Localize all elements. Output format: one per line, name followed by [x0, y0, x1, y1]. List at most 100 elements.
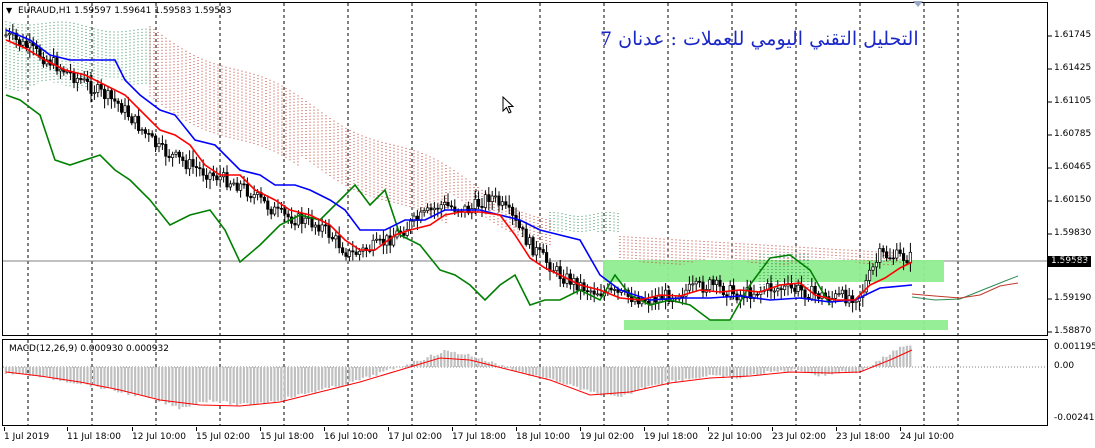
macd-histogram-bar — [113, 367, 116, 392]
candle-body — [511, 206, 515, 216]
candle-body — [303, 217, 307, 224]
macd-histogram-bar — [691, 367, 694, 379]
candle-body — [477, 198, 481, 207]
macd-histogram-bar — [868, 366, 871, 368]
demand-zone-lower — [624, 320, 948, 330]
time-axis-label: 16 Jul 10:00 — [324, 432, 378, 442]
candle-body — [453, 206, 457, 212]
macd-histogram-bar — [399, 367, 402, 368]
macd-histogram-bar — [266, 367, 269, 403]
macd-histogram-bar — [297, 367, 300, 395]
macd-histogram-bar — [49, 367, 52, 378]
candle-body — [718, 279, 722, 287]
candle-body — [344, 252, 348, 257]
candle-body — [392, 236, 396, 246]
candle-body — [208, 172, 212, 180]
candle-body — [75, 77, 79, 83]
time-axis-label: 24 Jul 10:00 — [900, 432, 954, 442]
candle-body — [596, 293, 600, 296]
macd-histogram-bar — [130, 367, 133, 394]
candle-body — [201, 168, 205, 176]
macd-histogram-bar — [746, 367, 749, 377]
macd-histogram-bar — [66, 367, 69, 383]
candle-body — [18, 39, 22, 46]
kijun-sen-line — [5, 29, 913, 303]
macd-histogram-bar — [603, 367, 606, 395]
candle-body — [429, 207, 433, 211]
macd-histogram-bar — [212, 367, 215, 402]
candle-body — [711, 279, 715, 285]
macd-histogram-bar — [385, 367, 388, 371]
macd-axis-label: 0.00 — [1054, 361, 1075, 371]
candle-body — [613, 289, 617, 291]
macd-histogram-bar — [729, 367, 732, 377]
macd-histogram-bar — [21, 367, 24, 374]
macd-histogram-bar — [15, 367, 18, 374]
macd-histogram-bar — [450, 352, 453, 367]
macd-histogram-bar — [820, 367, 823, 375]
macd-histogram-bar — [633, 367, 636, 392]
candle-body — [14, 32, 18, 41]
macd-histogram-bar — [586, 367, 589, 390]
macd-label: MACD(12,26,9) 0.000930 0.000932 — [9, 344, 169, 354]
macd-histogram-bar — [888, 354, 891, 367]
macd-histogram-bar — [814, 367, 817, 376]
macd-histogram-bar — [293, 367, 296, 397]
candle-body — [354, 251, 358, 255]
macd-histogram-bar — [157, 367, 160, 402]
candle-body — [320, 224, 324, 232]
candle-body — [589, 290, 593, 293]
candle-body — [211, 172, 215, 177]
macd-histogram-bar — [110, 367, 113, 389]
macd-histogram-bar — [773, 367, 776, 372]
macd-histogram-bar — [593, 367, 596, 392]
macd-histogram-bar — [834, 367, 837, 374]
macd-histogram-bar — [865, 367, 868, 368]
macd-histogram-bar — [382, 367, 385, 372]
macd-histogram-bar — [52, 367, 55, 381]
macd-histogram-bar — [474, 357, 477, 367]
candle-body — [494, 195, 498, 198]
macd-histogram-bar — [630, 367, 633, 395]
macd-histogram-bar — [559, 367, 562, 383]
candle-body — [351, 250, 355, 253]
macd-histogram-bar — [310, 367, 313, 393]
macd-histogram-bar — [905, 345, 908, 367]
macd-histogram-bar — [899, 346, 902, 367]
candle-body — [143, 129, 147, 134]
macd-histogram-bar — [140, 367, 143, 396]
dropdown-triangle-icon[interactable]: ▼ — [6, 6, 13, 15]
macd-histogram-bar — [695, 367, 698, 379]
macd-histogram-bar — [38, 367, 41, 378]
one-click-trading-arrow-icon[interactable] — [912, 0, 924, 8]
price-axis-label: 1.58870 — [1054, 326, 1092, 336]
macd-histogram-bar — [732, 367, 735, 377]
macd-histogram-bar — [246, 367, 249, 404]
macd-histogram-bar — [365, 367, 368, 377]
candle-body — [579, 282, 583, 291]
demand-zone-upper — [603, 260, 944, 282]
macd-histogram-bar — [225, 367, 228, 402]
macd-histogram-bar — [300, 367, 303, 394]
time-axis-tick — [388, 427, 389, 431]
price-axis-label: 1.60785 — [1054, 129, 1092, 139]
candle-body — [167, 155, 171, 158]
time-axis-tick — [324, 427, 325, 431]
time-axis-label: 23 Jul 02:00 — [772, 432, 826, 442]
macd-histogram-bar — [368, 367, 371, 378]
candle-body — [313, 224, 317, 228]
macd-histogram-bar — [151, 367, 154, 398]
macd-histogram-bar — [824, 367, 827, 376]
candle-body — [905, 260, 909, 264]
macd-histogram-bar — [361, 367, 364, 378]
macd-histogram-bar — [198, 367, 201, 402]
candle-body — [412, 215, 416, 222]
price-axis-label: 1.59830 — [1054, 228, 1092, 238]
macd-histogram-bar — [589, 367, 592, 392]
macd-histogram-bar — [555, 367, 558, 383]
chart-header: ▼ EURAUD,H1 1.59597 1.59641 1.59583 1.59… — [6, 6, 232, 16]
ohlc-values: 1.59597 1.59641 1.59583 1.59583 — [74, 6, 232, 16]
macd-histogram-bar — [467, 353, 470, 367]
macd-histogram-bar — [45, 367, 48, 377]
time-axis-tick — [772, 427, 773, 431]
